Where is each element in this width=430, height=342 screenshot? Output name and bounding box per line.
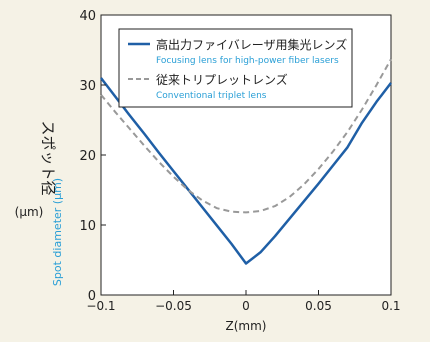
y-tick-label: 30	[79, 79, 96, 94]
y-tick-label: 0	[88, 289, 96, 304]
x-tick-label: −0.05	[155, 299, 192, 313]
x-tick-label: 0	[242, 299, 250, 313]
series-layer	[100, 58, 392, 265]
y-axis-label-jp: スポット径	[39, 120, 57, 195]
legend-label-series-1: 従来トリプレットレンズ	[156, 72, 288, 87]
x-tick-label: −0.1	[86, 299, 115, 313]
y-axis-label-group: スポット径 (µm) Spot diameter (µm)	[15, 120, 64, 286]
ticks-layer: −0.1 −0.05 0 0.05 0.1 0 10 20 30 40	[79, 9, 400, 313]
series-line-1	[100, 58, 392, 214]
x-axis-label: Z(mm)	[226, 319, 267, 333]
legend-label-en-series-0: Focusing lens for high-power fiber laser…	[156, 56, 339, 66]
legend-box	[118, 28, 353, 108]
legend-label-series-0: 高出力ファイバレーザ用集光レンズ	[156, 37, 347, 52]
y-tick-label: 40	[79, 9, 96, 24]
series-line-0	[100, 77, 392, 265]
x-tick-label: 0.05	[305, 299, 332, 313]
legend: 高出力ファイバレーザ用集光レンズ Focusing lens for high-…	[118, 28, 353, 108]
y-tick-label: 20	[79, 149, 96, 164]
legend-label-en-series-1: Conventional triplet lens	[156, 91, 267, 101]
y-axis-label-unit: (µm)	[15, 205, 44, 219]
y-axis-label-en: Spot diameter (µm)	[51, 178, 64, 286]
x-tick-label: 0.1	[381, 299, 400, 313]
y-tick-label: 10	[79, 219, 96, 234]
